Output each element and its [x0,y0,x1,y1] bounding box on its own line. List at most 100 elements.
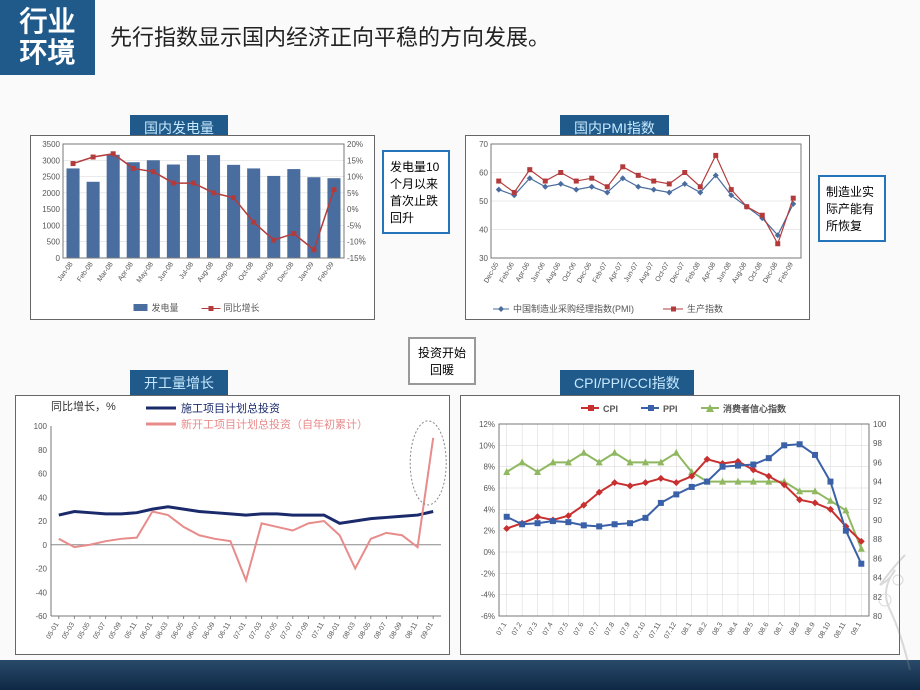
svg-text:Dec-08: Dec-08 [277,261,296,284]
svg-text:Aug-08: Aug-08 [731,261,748,284]
svg-text:07.5: 07.5 [557,621,570,636]
svg-text:05-11: 05-11 [124,621,139,640]
svg-text:20: 20 [38,517,47,526]
svg-text:Apr-07: Apr-07 [608,261,625,283]
chart2-container: 3040506070Dec-05Feb-06Apr-06Jun-06Aug-06… [465,135,810,320]
svg-text:08.4: 08.4 [727,621,740,636]
svg-text:-2%: -2% [481,569,495,578]
svg-text:3500: 3500 [42,140,60,149]
svg-text:Oct-08: Oct-08 [238,261,256,282]
svg-text:Feb-08: Feb-08 [76,261,95,283]
svg-text:100: 100 [34,422,48,431]
svg-text:-40: -40 [35,588,47,597]
svg-text:Feb-09: Feb-09 [317,261,336,283]
svg-text:05-01: 05-01 [46,621,61,640]
svg-text:05-03: 05-03 [61,621,76,640]
chart1-container: 0500100015002000250030003500-15%-10%-5%0… [30,135,375,320]
svg-text:07-09: 07-09 [295,621,310,640]
chart2-annotation: 制造业实际产能有所恢复 [818,175,886,242]
svg-text:Apr-08: Apr-08 [701,261,718,283]
svg-text:90: 90 [873,516,882,525]
svg-text:-10%: -10% [347,238,366,247]
decorative-vine-icon [840,550,920,670]
svg-text:0%: 0% [347,205,359,214]
chart4-title: CPI/PPI/CCI指数 [560,370,694,396]
svg-text:88: 88 [873,535,882,544]
svg-text:06-01: 06-01 [139,621,154,640]
svg-text:05-09: 05-09 [108,621,123,640]
svg-text:08.9: 08.9 [804,621,817,636]
svg-text:同比增长: 同比增长 [224,302,260,313]
svg-text:发电量: 发电量 [152,302,179,313]
svg-text:Feb-08: Feb-08 [685,261,702,284]
svg-text:09-01: 09-01 [420,621,435,640]
svg-text:3000: 3000 [42,156,60,165]
svg-text:08.6: 08.6 [758,621,771,636]
chart4-container: CPIPPI消费者信心指数-6%-4%-2%0%2%4%6%8%10%12%80… [460,395,900,655]
svg-text:07-03: 07-03 [248,621,263,640]
svg-text:70: 70 [479,140,488,149]
svg-text:08.2: 08.2 [696,621,709,636]
svg-text:07.12: 07.12 [663,621,678,640]
svg-text:1500: 1500 [42,205,60,214]
svg-text:08.8: 08.8 [788,621,801,636]
svg-text:20%: 20% [347,140,363,149]
svg-text:Feb-07: Feb-07 [592,261,609,284]
svg-text:07-11: 07-11 [311,621,326,640]
svg-text:07.2: 07.2 [511,621,524,636]
footer-bar [0,660,920,690]
svg-text:Aug-06: Aug-06 [545,261,562,284]
svg-text:07.8: 07.8 [603,621,616,636]
chart1-annotation: 发电量10个月以来首次止跌回升 [382,150,450,234]
svg-text:Mar-08: Mar-08 [96,261,115,283]
svg-text:15%: 15% [347,156,363,165]
svg-text:100: 100 [873,420,887,429]
svg-text:-6%: -6% [481,612,495,621]
svg-text:8%: 8% [483,463,495,472]
svg-text:30: 30 [479,254,488,263]
svg-text:10%: 10% [479,441,495,450]
svg-text:-60: -60 [35,612,47,621]
svg-text:05-05: 05-05 [77,621,92,640]
svg-text:07-05: 07-05 [264,621,279,640]
svg-text:消费者信心指数: 消费者信心指数 [723,403,787,414]
svg-text:50: 50 [479,197,488,206]
svg-text:Oct-07: Oct-07 [654,261,671,283]
svg-text:Sep-08: Sep-08 [217,261,236,284]
svg-text:0: 0 [43,541,48,550]
svg-text:08.7: 08.7 [773,621,786,636]
page-title: 先行指数显示国内经济正向平稳的方向发展。 [110,20,550,52]
svg-text:-15%: -15% [347,254,366,263]
svg-text:94: 94 [873,478,882,487]
svg-text:05-07: 05-07 [92,621,107,640]
svg-text:0: 0 [56,254,61,263]
svg-text:08-03: 08-03 [342,621,357,640]
svg-text:施工项目计划总投资: 施工项目计划总投资 [181,401,280,415]
svg-text:5%: 5% [347,189,359,198]
svg-text:08-05: 08-05 [358,621,373,640]
svg-text:60: 60 [38,470,47,479]
svg-text:-5%: -5% [347,221,361,230]
svg-text:中国制造业采购经理指数(PMI): 中国制造业采购经理指数(PMI) [513,303,634,314]
svg-text:6%: 6% [483,484,495,493]
svg-text:07.4: 07.4 [542,621,555,636]
svg-text:-4%: -4% [481,591,495,600]
svg-text:07.11: 07.11 [648,621,663,639]
svg-text:08.10: 08.10 [817,621,832,640]
svg-text:12%: 12% [479,420,495,429]
svg-text:06-05: 06-05 [170,621,185,640]
svg-text:May-08: May-08 [136,261,155,284]
chart3-title: 开工量增长 [130,370,228,396]
svg-text:07-01: 07-01 [233,621,248,640]
svg-text:Feb-06: Feb-06 [499,261,516,284]
chart3-container: 同比增长，%施工项目计划总投资新开工项目计划总投资（自年初累计）-60-40-2… [15,395,450,655]
svg-text:Oct-06: Oct-06 [561,261,578,283]
svg-text:Aug-07: Aug-07 [638,261,655,284]
svg-text:80: 80 [38,446,47,455]
svg-text:07.3: 07.3 [526,621,539,636]
svg-text:0%: 0% [483,548,495,557]
svg-text:Nov-08: Nov-08 [257,261,276,284]
svg-text:08.5: 08.5 [742,621,755,636]
svg-text:08.1: 08.1 [681,621,694,636]
svg-text:60: 60 [479,169,488,178]
